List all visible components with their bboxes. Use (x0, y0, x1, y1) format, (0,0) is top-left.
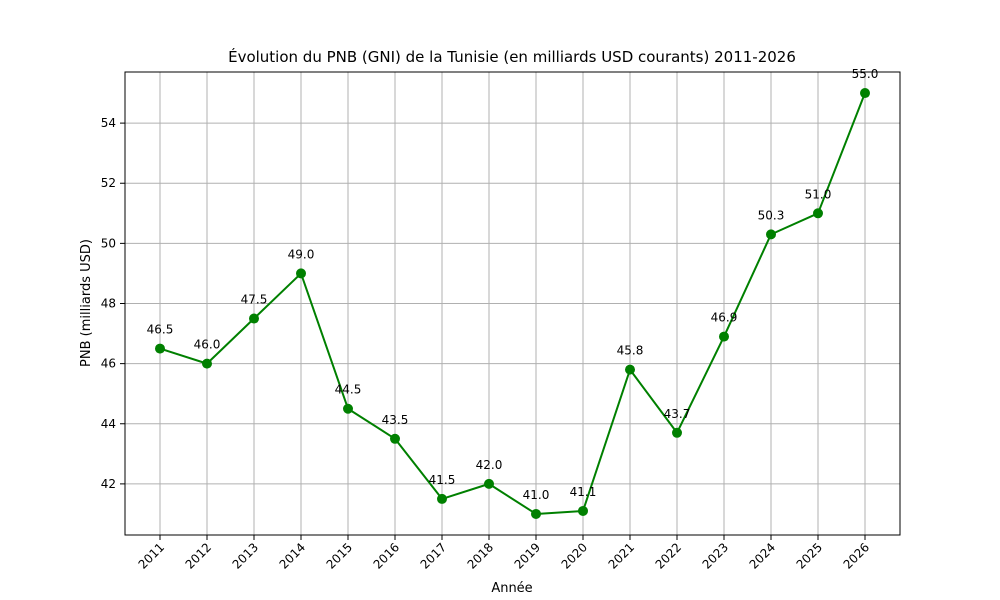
data-point (813, 208, 823, 219)
data-label: 44.5 (335, 383, 362, 397)
data-point (437, 493, 447, 504)
y-tick-label: 52 (101, 176, 116, 190)
data-label: 41.0 (523, 488, 550, 502)
data-label: 41.1 (570, 485, 597, 499)
grid-layer (125, 72, 900, 535)
data-label: 43.5 (382, 413, 409, 427)
data-point (249, 313, 259, 324)
data-label: 45.8 (617, 344, 644, 358)
data-point (390, 433, 400, 444)
x-axis-label: Année (491, 581, 532, 596)
data-point (155, 343, 165, 354)
data-point (531, 508, 541, 519)
y-tick-label: 46 (101, 357, 116, 371)
series-line (159, 92, 866, 515)
data-label: 46.0 (194, 338, 221, 352)
data-label: 55.0 (852, 67, 879, 81)
data-label: 49.0 (288, 247, 315, 261)
y-tick-label: 54 (101, 116, 116, 130)
y-tick-label: 48 (101, 297, 116, 311)
data-label: 43.7 (664, 407, 691, 421)
data-point (343, 403, 353, 414)
data-point (766, 229, 776, 240)
data-point (860, 88, 870, 99)
data-label: 47.5 (241, 293, 268, 307)
data-label: 46.9 (711, 311, 738, 325)
y-tick-label: 42 (101, 477, 116, 491)
data-point (625, 364, 635, 375)
y-axis-label: PNB (milliards USD) (79, 239, 94, 367)
data-point (202, 358, 212, 369)
chart-title: Évolution du PNB (GNI) de la Tunisie (en… (228, 47, 796, 66)
series-layer: 46.5 46.0 47.5 49.0 44.5 43.5 41.5 42.0 41.0 41.1… (147, 67, 879, 519)
data-point (296, 268, 306, 279)
data-label: 50.3 (758, 208, 785, 222)
data-point (719, 331, 729, 342)
data-label: 46.5 (147, 323, 174, 337)
data-point (484, 478, 494, 489)
data-point (578, 505, 588, 516)
data-label: 51.0 (805, 187, 832, 201)
data-label: 42.0 (476, 458, 503, 472)
data-point (672, 427, 682, 438)
y-tick-label: 44 (101, 417, 116, 431)
y-tick-label: 50 (101, 236, 116, 250)
data-label: 41.5 (429, 473, 456, 487)
